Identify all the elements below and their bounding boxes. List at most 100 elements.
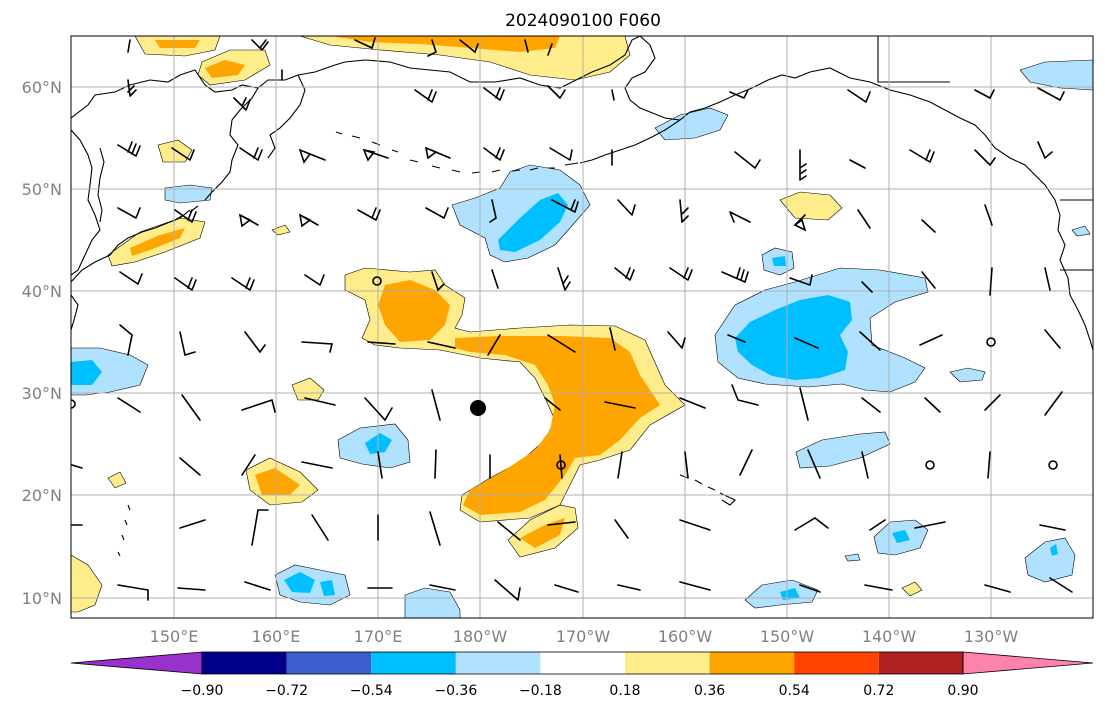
wind-barb — [1037, 87, 1065, 101]
orange-anomaly-regions — [130, 36, 660, 548]
colorbar-segment — [878, 652, 963, 674]
orange-region-top-left — [155, 40, 200, 48]
coastline-chukotka-inner — [267, 74, 306, 159]
wind-barb — [547, 43, 553, 56]
wind-barb — [909, 149, 935, 163]
wind-barb — [679, 397, 706, 409]
wind-barb — [679, 519, 711, 531]
blue-region-south-center — [404, 587, 461, 618]
wind-barb — [919, 334, 943, 346]
wind-barb — [984, 204, 993, 226]
wind-barb — [483, 147, 505, 161]
colorbar-tick-label: −0.36 — [434, 683, 477, 699]
wind-barb — [914, 521, 946, 529]
orange-region-japan — [130, 228, 185, 256]
wind-barb — [524, 39, 529, 53]
wind-barb — [721, 267, 749, 283]
wind-barb — [179, 331, 196, 357]
wind-barb — [617, 584, 641, 591]
blue-region-northeast — [1019, 59, 1093, 91]
colorbar-segment — [794, 652, 879, 674]
wind-barb — [794, 337, 819, 349]
wind-barb — [414, 89, 437, 103]
calm-circle — [372, 276, 382, 286]
wind-barb — [117, 207, 141, 219]
wind-barb — [987, 451, 991, 479]
lon-label: 160°E — [252, 627, 301, 646]
wind-barb — [864, 584, 893, 591]
wind-barb — [367, 341, 396, 345]
wind-barb — [127, 79, 137, 97]
deep-blue-aleutian — [498, 193, 568, 252]
wind-barb — [547, 521, 576, 526]
deep-blue-west-32n — [71, 360, 102, 385]
wind-barb — [429, 584, 456, 591]
colorbar-segment — [625, 652, 710, 674]
wind-barb — [557, 267, 571, 291]
wind-barb — [667, 331, 686, 349]
colorbar-frame — [201, 651, 964, 675]
wind-barb — [549, 147, 573, 161]
plot-frame — [70, 35, 1094, 619]
colorbar-tick-label: 0.54 — [779, 683, 810, 699]
wind-barb — [354, 37, 376, 50]
plot-area — [71, 36, 1093, 618]
wind-barb — [483, 87, 505, 101]
lat-label: 60°N — [22, 78, 62, 97]
wind-barb — [241, 398, 276, 413]
blue-region-east-25n — [795, 431, 891, 469]
colorbar-segment — [455, 652, 541, 674]
colorbar-segment — [371, 652, 456, 674]
wind-barb — [487, 334, 501, 356]
orange-region-top-center — [330, 36, 560, 52]
calm-circle — [986, 337, 996, 347]
wind-barb — [431, 389, 441, 421]
deep-blue-east-35n — [735, 295, 852, 380]
colorbar-segment — [286, 652, 372, 674]
wind-barb — [861, 281, 873, 293]
wind-barb — [989, 267, 993, 296]
deep-blue-far-east — [892, 530, 910, 543]
yellow-region-small-3 — [107, 471, 127, 489]
wind-barb — [427, 39, 437, 57]
wind-barb — [244, 581, 271, 591]
wind-barb — [614, 267, 635, 281]
blue-region-far-east-10n — [1024, 537, 1076, 583]
wind-barb — [729, 89, 749, 99]
small-islands-west — [117, 504, 131, 557]
colorbar-tick-label: 0.72 — [863, 683, 894, 699]
wind-barb — [921, 271, 936, 289]
wind-barb — [179, 519, 206, 529]
aleutian-islands — [335, 131, 579, 174]
wind-barb — [434, 449, 437, 479]
wind-barb — [304, 397, 336, 406]
wind-barb — [244, 331, 266, 354]
wind-barb — [459, 39, 479, 54]
lon-label: 140°W — [862, 627, 917, 646]
wind-barb — [431, 271, 445, 292]
wind-barb — [554, 584, 579, 593]
wind-barb — [1044, 391, 1063, 416]
wind-barb — [974, 89, 995, 99]
wind-barb — [617, 451, 623, 479]
wind-barb — [807, 449, 821, 479]
wind-barb — [117, 584, 149, 601]
wind-barb — [298, 148, 326, 164]
wind-barb — [609, 327, 616, 351]
orange-region-central — [455, 336, 660, 515]
wind-barb — [174, 277, 197, 291]
colorbar: −0.90 −0.72 −0.54 −0.36 −0.18 0.18 0.36 … — [70, 651, 1094, 699]
colorbar-tick-label: 0.90 — [947, 683, 978, 699]
wind-barb — [984, 584, 1011, 593]
wind-barb — [794, 517, 829, 531]
wind-barb — [921, 219, 936, 233]
wind-barb — [251, 39, 269, 51]
wind-barb — [679, 199, 689, 223]
wind-barb — [179, 457, 201, 476]
blue-region-small-1 — [844, 553, 861, 562]
wind-barb — [859, 331, 881, 351]
wind-barb — [171, 147, 195, 161]
wind-barb — [491, 269, 499, 289]
lon-label: 150°E — [150, 627, 199, 646]
strong-negative-regions — [71, 193, 1058, 600]
